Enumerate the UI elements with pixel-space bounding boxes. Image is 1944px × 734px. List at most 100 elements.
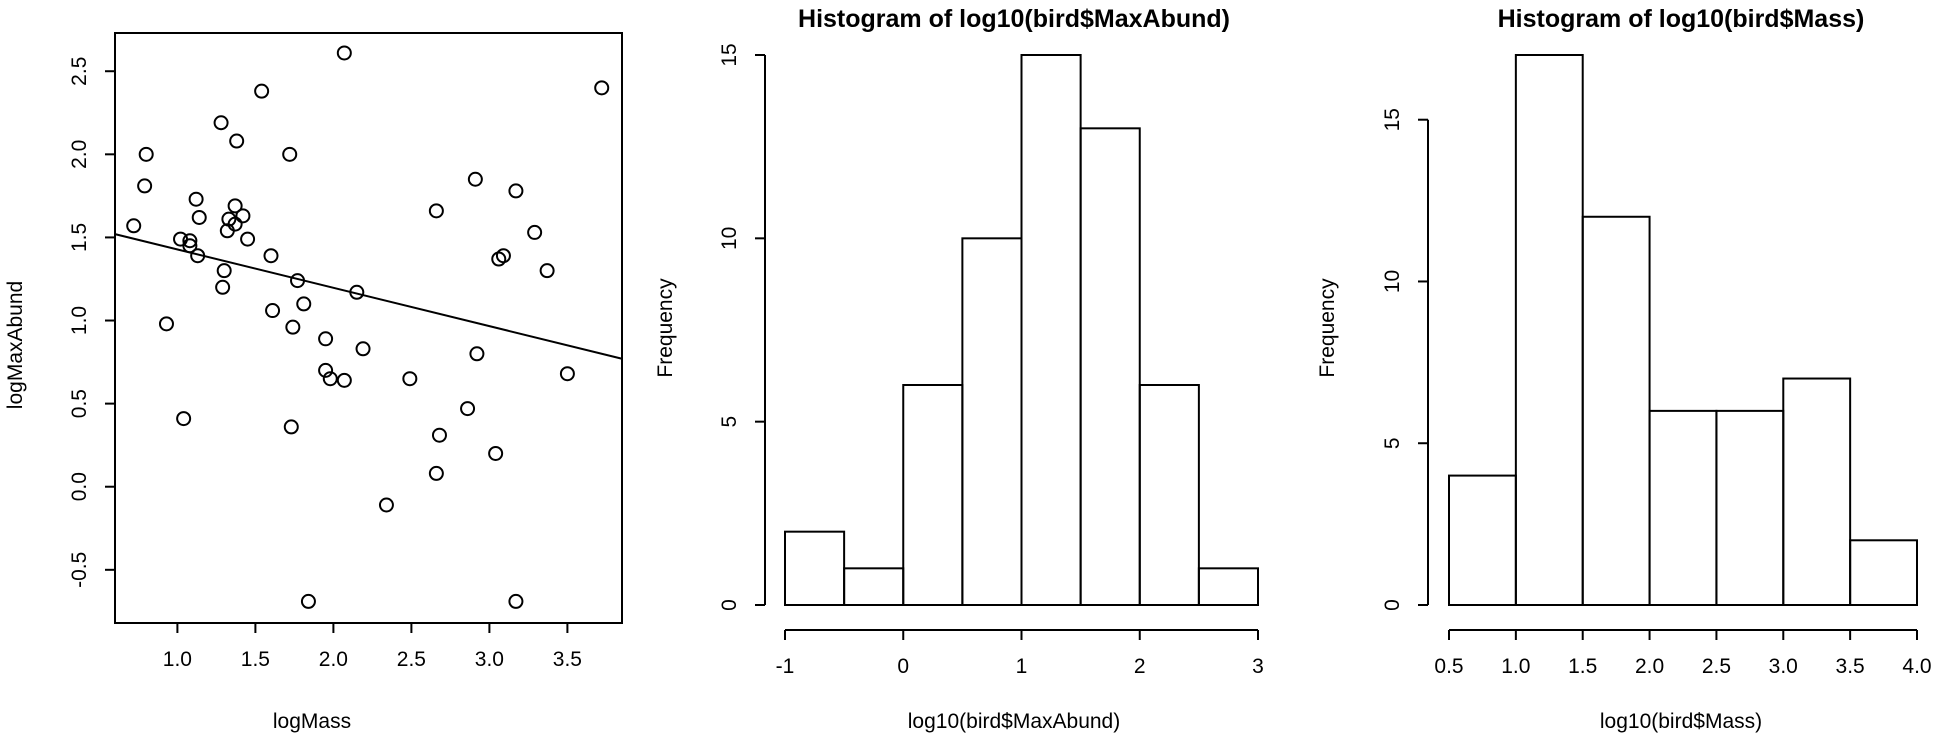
mass-histogram-y-axis-label: Frequency (1316, 278, 1339, 378)
data-point (137, 178, 153, 194)
data-point (594, 80, 610, 96)
x-tick-label: 3.0 (475, 648, 504, 671)
data-point (355, 341, 371, 357)
data-point (227, 216, 243, 232)
x-tick-label: 0.5 (1434, 655, 1463, 678)
histogram-bar (1715, 409, 1785, 606)
scatter-y-axis-label: logMaxAbund (4, 281, 27, 409)
histogram-bar (1197, 567, 1259, 606)
data-point (290, 273, 306, 289)
histogram-bar (961, 237, 1023, 606)
data-point (508, 183, 524, 199)
data-point (460, 401, 476, 417)
data-point (138, 146, 154, 162)
histogram-bar (902, 384, 964, 606)
maxabund-histogram-marks: -1 0 1 2 3 0 5 10 15 (718, 43, 1264, 678)
y-tick-label: 0.0 (68, 472, 91, 501)
data-point (213, 115, 229, 131)
data-point (158, 316, 174, 332)
data-point (182, 233, 198, 249)
x-tick-label: 2.0 (319, 648, 348, 671)
data-point (285, 319, 301, 335)
data-point (336, 372, 352, 388)
histogram-bar (1138, 384, 1200, 606)
mass-histogram-title: Histogram of log10(bird$Mass) (1498, 5, 1865, 33)
mass-histogram-panel: Histogram of log10(bird$Mass) log10(bird… (1316, 5, 1932, 733)
data-point (318, 362, 334, 378)
data-point (229, 133, 245, 149)
histogram-bar (1448, 474, 1517, 606)
y-tick-label: 2.5 (68, 57, 91, 86)
x-tick-label: 4.0 (1902, 655, 1931, 678)
y-tick-label: -0.5 (68, 552, 91, 588)
data-point (508, 593, 524, 609)
histogram-bar (784, 530, 846, 607)
data-point (190, 248, 206, 264)
y-tick-label: 10 (718, 227, 741, 250)
mass-histogram-marks: 0.5 1.0 1.5 2.0 2.5 3.0 3.5 4.0 0 5 10 15 (1381, 54, 1932, 678)
y-tick-label: 1.5 (68, 223, 91, 252)
histogram-bar (1648, 409, 1718, 606)
maxabund-histogram-x-axis-label: log10(bird$MaxAbund) (908, 710, 1120, 733)
x-tick-label: 3.5 (1836, 655, 1865, 678)
data-point (215, 279, 231, 295)
scatter-x-axis-label: logMass (273, 710, 351, 733)
x-tick-label: 3.0 (1769, 655, 1798, 678)
maxabund-histogram-y-axis-label: Frequency (654, 278, 677, 378)
data-point (559, 366, 575, 382)
x-tick-label: 2 (1134, 655, 1146, 678)
x-tick-label: 1.5 (1568, 655, 1597, 678)
data-point (227, 198, 243, 214)
data-point (495, 248, 511, 264)
data-point (191, 209, 207, 225)
x-tick-label: 2.5 (397, 648, 426, 671)
data-point (539, 263, 555, 279)
data-point (469, 346, 485, 362)
y-tick-label: 0.5 (68, 389, 91, 418)
scatter-marks: 1.0 1.5 2.0 2.5 3.0 3.5 -0.5 0.0 0.5 1.0 1.5 2.0 2.5 (68, 32, 623, 671)
data-point (349, 284, 365, 300)
histogram-bar (1079, 127, 1141, 606)
data-point (216, 263, 232, 279)
data-point (488, 445, 504, 461)
data-point (263, 248, 279, 264)
data-point (428, 465, 444, 481)
y-tick-label: 15 (718, 43, 741, 66)
x-tick-label: 3 (1252, 655, 1264, 678)
y-tick-label: 5 (1381, 437, 1404, 449)
histogram-bar (1020, 54, 1082, 606)
x-tick-label: 1.0 (163, 648, 192, 671)
y-tick-label: 10 (1381, 270, 1404, 293)
y-tick-label: 1.0 (68, 306, 91, 335)
data-point (402, 371, 418, 387)
y-tick-label: 0 (1381, 599, 1404, 611)
data-point (431, 427, 447, 443)
histogram-bar (1581, 215, 1651, 606)
data-point (235, 208, 251, 224)
x-tick-label: 3.5 (553, 648, 582, 671)
y-tick-label: 2.0 (68, 140, 91, 169)
data-point (188, 191, 204, 207)
data-point (467, 171, 483, 187)
data-point (265, 303, 281, 319)
data-point (283, 419, 299, 435)
data-point (527, 224, 543, 240)
data-point (378, 497, 394, 513)
histogram-bar (1849, 539, 1918, 607)
data-point (322, 371, 338, 387)
histogram-bar (1782, 377, 1852, 606)
x-tick-label: 1.5 (241, 648, 270, 671)
x-tick-label: 2.0 (1635, 655, 1664, 678)
x-tick-label: -1 (776, 655, 795, 678)
y-tick-label: 0 (718, 599, 741, 611)
data-point (182, 238, 198, 254)
y-tick-label: 15 (1381, 108, 1404, 131)
x-tick-label: 2.5 (1702, 655, 1731, 678)
data-point (240, 231, 256, 247)
mass-histogram-x-axis-label: log10(bird$Mass) (1600, 710, 1762, 733)
data-point (318, 331, 334, 347)
regression-line (114, 233, 623, 360)
x-tick-label: 1 (1016, 655, 1028, 678)
data-point (428, 203, 444, 219)
